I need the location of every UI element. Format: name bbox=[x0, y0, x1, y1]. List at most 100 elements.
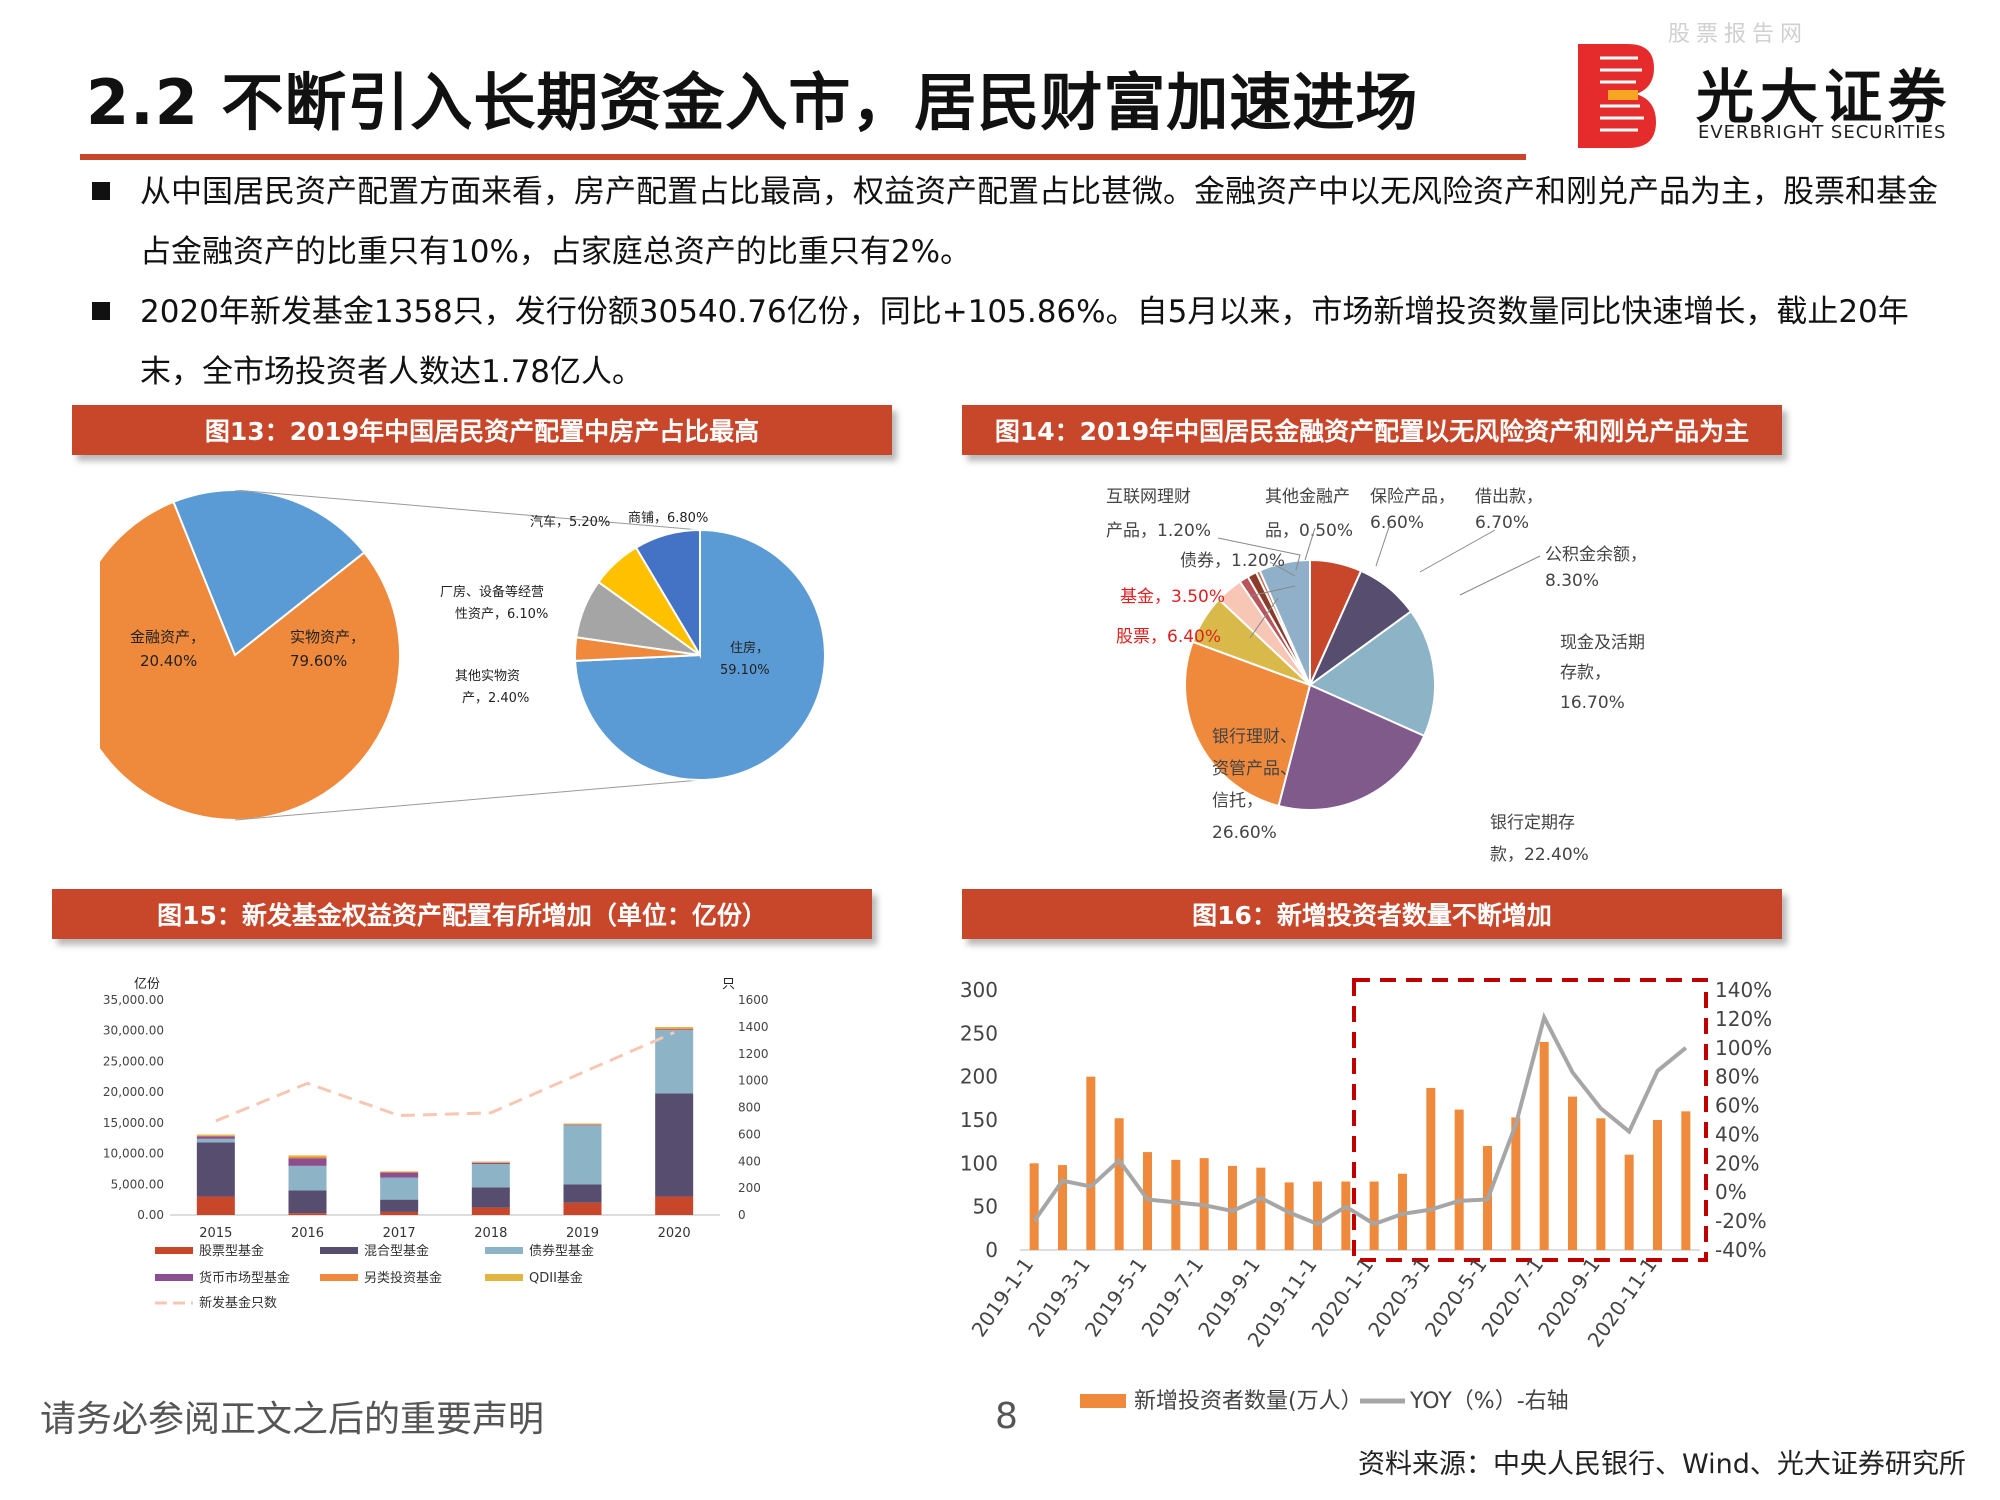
figure-13-chart: 实物资产， 79.60% 金融资产， 20.40% 住房， 59.10% 其他实物资产，2.… bbox=[100, 490, 826, 821]
y-right-axis-unit: 只 bbox=[722, 977, 735, 992]
page-title: 2.2 不断引入长期资金入市，居民财富加速进场 bbox=[86, 66, 1419, 139]
x-tick-label: 2015 bbox=[199, 1226, 232, 1241]
y-right-tick-label: 200 bbox=[738, 1181, 761, 1195]
y-right-tick-label: 60% bbox=[1715, 1094, 1759, 1118]
legend-swatch bbox=[320, 1274, 358, 1281]
bar-segment bbox=[563, 1123, 602, 1125]
bar-segment bbox=[288, 1155, 327, 1157]
pie-label: 股票，6.40% bbox=[1116, 627, 1221, 647]
pie-label: 实物资产， bbox=[290, 628, 365, 646]
bar-segment bbox=[471, 1161, 510, 1163]
bar bbox=[1454, 1109, 1464, 1250]
bar-segment bbox=[655, 1093, 694, 1197]
y-tick-label: 0.00 bbox=[137, 1208, 164, 1222]
y-tick-label: 25,000.00 bbox=[103, 1054, 164, 1068]
bullet-item: 2020年新发基金1358只，发行份额30540.76亿份，同比+105.86%… bbox=[92, 282, 1962, 402]
figure-16-title: 图16：新增投资者数量不断增加 bbox=[962, 889, 1782, 939]
pie-label: 现金及活期 bbox=[1560, 633, 1645, 653]
figure-14-title: 图14：2019年中国居民金融资产配置以无风险资产和刚兑产品为主 bbox=[962, 405, 1782, 455]
y-right-tick-label: 600 bbox=[738, 1127, 761, 1141]
y-tick-label: 20,000.00 bbox=[103, 1085, 164, 1099]
legend-swatch bbox=[485, 1274, 523, 1281]
source-note: 资料来源：中央人民银行、Wind、光大证券研究所 bbox=[1358, 1449, 1966, 1480]
bullet-text: 2020年新发基金1358只，发行份额30540.76亿份，同比+105.86%… bbox=[140, 294, 1909, 390]
bar bbox=[1256, 1167, 1266, 1250]
pie-label: 款，22.40% bbox=[1490, 845, 1589, 865]
x-tick-label: 2017 bbox=[383, 1226, 416, 1241]
title-divider bbox=[80, 154, 1526, 160]
y-tick-label: 10,000.00 bbox=[103, 1147, 164, 1161]
bullet-square-icon bbox=[92, 302, 110, 320]
y-tick-label: 15,000.00 bbox=[103, 1116, 164, 1130]
pie-value: 性资产，6.10% bbox=[455, 607, 548, 622]
pie-label: 商铺，6.80% bbox=[628, 511, 708, 526]
bar-segment bbox=[655, 1028, 694, 1030]
x-tick-label: 2019 bbox=[566, 1226, 599, 1241]
legend-swatch bbox=[155, 1247, 193, 1254]
highlight-box bbox=[1352, 978, 1708, 1262]
disclaimer-text: 请务必参阅正文之后的重要声明 bbox=[40, 1399, 545, 1440]
bar-segment bbox=[471, 1162, 510, 1163]
financial-asset-pie-slice bbox=[1308, 610, 1436, 738]
leader-line bbox=[1217, 537, 1301, 571]
pie-label: 产品，1.20% bbox=[1106, 521, 1211, 541]
bar-segment bbox=[655, 1196, 694, 1215]
bar-segment bbox=[288, 1190, 327, 1214]
y-right-tick-label: 40% bbox=[1715, 1122, 1759, 1146]
legend-swatch bbox=[1080, 1394, 1126, 1408]
legend-label: 新增投资者数量(万人） bbox=[1134, 1389, 1363, 1414]
bar-segment bbox=[380, 1171, 419, 1172]
asset-pie-slice bbox=[100, 500, 401, 821]
bar-segment bbox=[380, 1177, 419, 1200]
bar bbox=[1624, 1154, 1634, 1250]
pie-label: 基金，3.50% bbox=[1120, 587, 1225, 607]
figure-13-title: 图13：2019年中国居民资产配置中房产占比最高 bbox=[72, 405, 892, 455]
bar bbox=[1681, 1111, 1691, 1250]
y-right-tick-label: 400 bbox=[738, 1154, 761, 1168]
fund-count-line bbox=[215, 1031, 675, 1123]
pie-label: 公积金余额， bbox=[1545, 545, 1647, 565]
pie-label: 资管产品、 bbox=[1212, 759, 1297, 779]
bar-segment bbox=[380, 1172, 419, 1173]
bar-segment bbox=[563, 1124, 602, 1126]
bar-segment bbox=[563, 1202, 602, 1215]
financial-asset-pie-slice bbox=[1277, 683, 1426, 811]
y-right-tick-label: 1600 bbox=[738, 993, 769, 1007]
y-tick-label: 5,000.00 bbox=[111, 1177, 164, 1191]
bar-segment bbox=[655, 1027, 694, 1029]
pie-label: 银行定期存 bbox=[1490, 813, 1575, 833]
pie-label: 26.60% bbox=[1212, 823, 1277, 843]
pie-label: 债券，1.20% bbox=[1180, 551, 1285, 571]
pie-label: 汽车，5.20% bbox=[530, 514, 610, 530]
legend-label: QDII基金 bbox=[529, 1270, 583, 1286]
y-tick-label: 300 bbox=[960, 978, 998, 1002]
y-right-tick-label: 80% bbox=[1715, 1065, 1759, 1089]
legend-label: YOY（%）-右轴 bbox=[1409, 1389, 1569, 1414]
leader-line bbox=[1269, 561, 1296, 577]
y-tick-label: 0 bbox=[985, 1238, 998, 1262]
y-axis-unit: 亿份 bbox=[134, 977, 160, 992]
y-right-tick-label: 100% bbox=[1715, 1036, 1772, 1060]
bar bbox=[1284, 1182, 1294, 1250]
pie-value: 79.60% bbox=[290, 652, 347, 670]
y-right-tick-label: 0 bbox=[738, 1208, 746, 1222]
bar-segment bbox=[288, 1158, 327, 1166]
leader-line bbox=[1304, 527, 1316, 561]
bar bbox=[1539, 1042, 1549, 1250]
bar-segment bbox=[196, 1142, 235, 1197]
bar-segment bbox=[471, 1162, 510, 1165]
bar-segment bbox=[288, 1156, 327, 1159]
real-asset-pie-slice bbox=[634, 528, 701, 659]
bullet-item: 从中国居民资产配置方面来看，房产配置占比最高，权益资产配置占比甚微。金融资产中以… bbox=[92, 162, 1962, 282]
page-number: 8 bbox=[995, 1396, 1018, 1437]
bar bbox=[1029, 1163, 1039, 1250]
leader-line bbox=[1249, 585, 1296, 597]
bar-segment bbox=[563, 1125, 602, 1185]
connector-line bbox=[234, 779, 701, 821]
pie-value: 20.40% bbox=[140, 652, 197, 670]
figure-15-chart: 0.00 5,000.00 10,000.00 15,000.00 20,000.00 2… bbox=[103, 977, 769, 1311]
bar-segment bbox=[196, 1135, 235, 1137]
y-tick-label: 30,000.00 bbox=[103, 1024, 164, 1038]
leader-line bbox=[1375, 523, 1391, 567]
y-tick-label: 35,000.00 bbox=[103, 993, 164, 1007]
